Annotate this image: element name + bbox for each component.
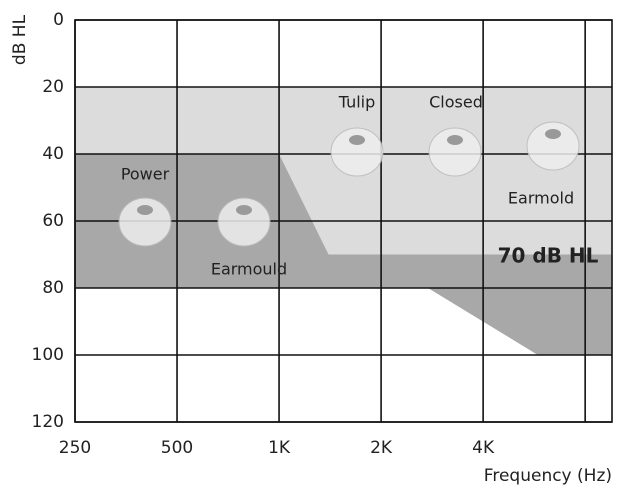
annotation: Closed [429,93,483,112]
x-tick-label: 250 [59,438,91,458]
annotation: Power [121,165,170,184]
y-tick-label: 60 [42,211,64,231]
x-tick-label: 500 [161,438,193,458]
earpiece-tip [137,205,153,215]
annotation: Tulip [338,93,376,112]
earpiece-icon [330,127,384,177]
earpiece-tip [447,135,463,145]
x-tick-label: 1K [268,438,291,458]
earpiece-icon [526,121,580,171]
x-axis-label: Frequency (Hz) [484,466,612,486]
y-tick-label: 80 [42,278,64,298]
x-tick-label: 4K [472,438,495,458]
annotation: 70 dB HL [498,244,599,268]
earpiece-icon [428,127,482,177]
region [75,154,612,355]
earpiece-tip [236,205,252,215]
y-tick-label: 20 [42,77,64,97]
y-tick-label: 100 [32,345,64,365]
y-tick-label: 0 [53,10,64,30]
plot-border [74,19,613,423]
earpiece-icon [217,197,271,247]
y-axis-label: dB HL [10,14,30,65]
y-tick-label: 120 [32,412,64,432]
earpiece-tip [545,129,561,139]
x-tick-label: 2K [370,438,393,458]
earpiece-tip [349,135,365,145]
annotation: Earmould [211,260,287,279]
y-tick-label: 40 [42,144,64,164]
annotation: Earmold [508,189,574,208]
earpiece-icon [118,197,172,247]
